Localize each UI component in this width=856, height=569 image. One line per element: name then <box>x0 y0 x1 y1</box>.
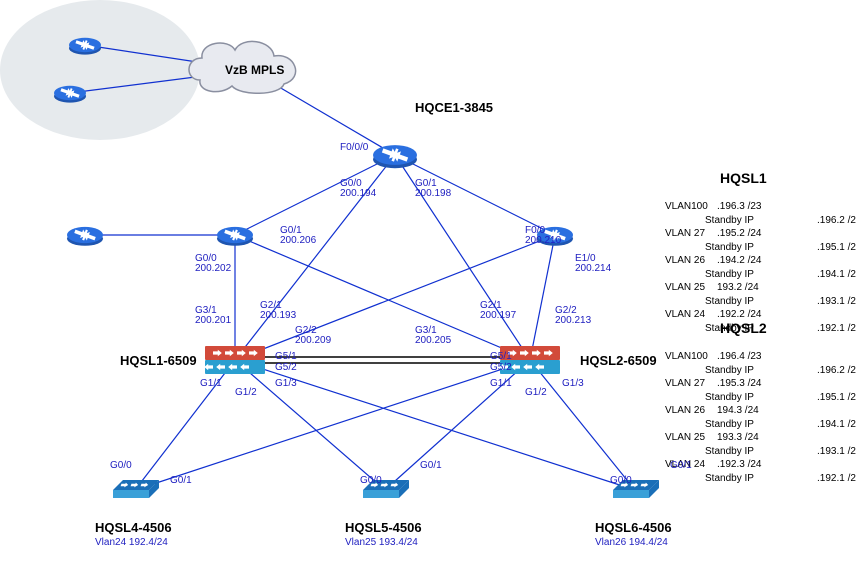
port-label: G5/2 <box>490 362 512 373</box>
port-label: 200.198 <box>415 188 451 199</box>
port-label: 200.210 <box>525 235 561 246</box>
hqsl2-vlan-block: VLAN100.196.4 /23Standby IP.196.2 /23VLA… <box>665 350 856 485</box>
port-label: G1/3 <box>275 378 297 389</box>
port-label: 200.201 <box>195 315 231 326</box>
hqsl4-vlan: Vlan24 192.4/24 <box>95 537 168 548</box>
port-label: 200.206 <box>280 235 316 246</box>
port-label: G0/1 <box>420 460 442 471</box>
hqsl6-label: HQSL6-4506 <box>595 520 672 535</box>
hqsl1-6509-label: HQSL1-6509 <box>120 353 197 368</box>
port-label: G1/2 <box>235 387 257 398</box>
port-label: G1/1 <box>490 378 512 389</box>
port-label: 200.193 <box>260 310 296 321</box>
hqce-label: HQCE1-3845 <box>415 100 493 115</box>
port-label: G0/0 <box>110 460 132 471</box>
hqsl6-vlan: Vlan26 194.4/24 <box>595 537 668 548</box>
port-label: G5/2 <box>275 362 297 373</box>
port-label: G0/0 <box>610 475 632 486</box>
cloud-label: VzB MPLS <box>225 63 284 77</box>
port-label: 200.214 <box>575 263 611 274</box>
hqsl1-vlan-block: VLAN100.196.3 /23Standby IP.196.2 /23VLA… <box>665 200 856 335</box>
port-label: G1/1 <box>200 378 222 389</box>
port-label: F0/0/0 <box>340 142 368 153</box>
port-label: G5/1 <box>275 351 297 362</box>
hqsl2-6509-label: HQSL2-6509 <box>580 353 657 368</box>
port-label: 200.209 <box>295 335 331 346</box>
port-label: G1/3 <box>562 378 584 389</box>
port-label: 200.205 <box>415 335 451 346</box>
port-label: G0/1 <box>170 475 192 486</box>
port-label: 200.197 <box>480 310 516 321</box>
hqsl1-title: HQSL1 <box>720 170 767 186</box>
port-label: G0/0 <box>360 475 382 486</box>
hqsl5-vlan: Vlan25 193.4/24 <box>345 537 418 548</box>
hqsl4-label: HQSL4-4506 <box>95 520 172 535</box>
hqsl2-title: HQSL2 <box>720 320 767 336</box>
port-label: 200.213 <box>555 315 591 326</box>
port-label: G5/1 <box>490 351 512 362</box>
port-label: 200.194 <box>340 188 376 199</box>
port-label: 200.202 <box>195 263 231 274</box>
port-label: G1/2 <box>525 387 547 398</box>
hqsl5-label: HQSL5-4506 <box>345 520 422 535</box>
port-label: G0/1 <box>670 460 692 471</box>
